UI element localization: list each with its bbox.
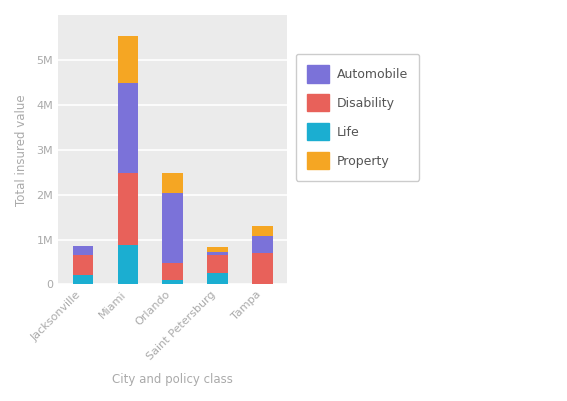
Bar — [117, 173, 138, 245]
Bar — [163, 193, 183, 263]
Legend: Automobile, Disability, Life, Property: Automobile, Disability, Life, Property — [296, 54, 420, 180]
Bar — [73, 275, 93, 284]
Bar — [163, 280, 183, 284]
Bar — [117, 36, 138, 83]
Bar — [73, 255, 93, 275]
Bar — [252, 253, 273, 284]
X-axis label: City and policy class: City and policy class — [112, 373, 233, 386]
Y-axis label: Total insured value: Total insured value — [15, 94, 28, 206]
Bar — [252, 236, 273, 253]
Bar — [252, 226, 273, 236]
Bar — [73, 246, 93, 255]
Bar — [163, 173, 183, 193]
Bar — [208, 273, 227, 284]
Bar — [208, 255, 227, 273]
Bar — [117, 83, 138, 173]
Bar — [117, 245, 138, 284]
Bar — [208, 252, 227, 255]
Bar — [208, 247, 227, 252]
Bar — [163, 263, 183, 280]
